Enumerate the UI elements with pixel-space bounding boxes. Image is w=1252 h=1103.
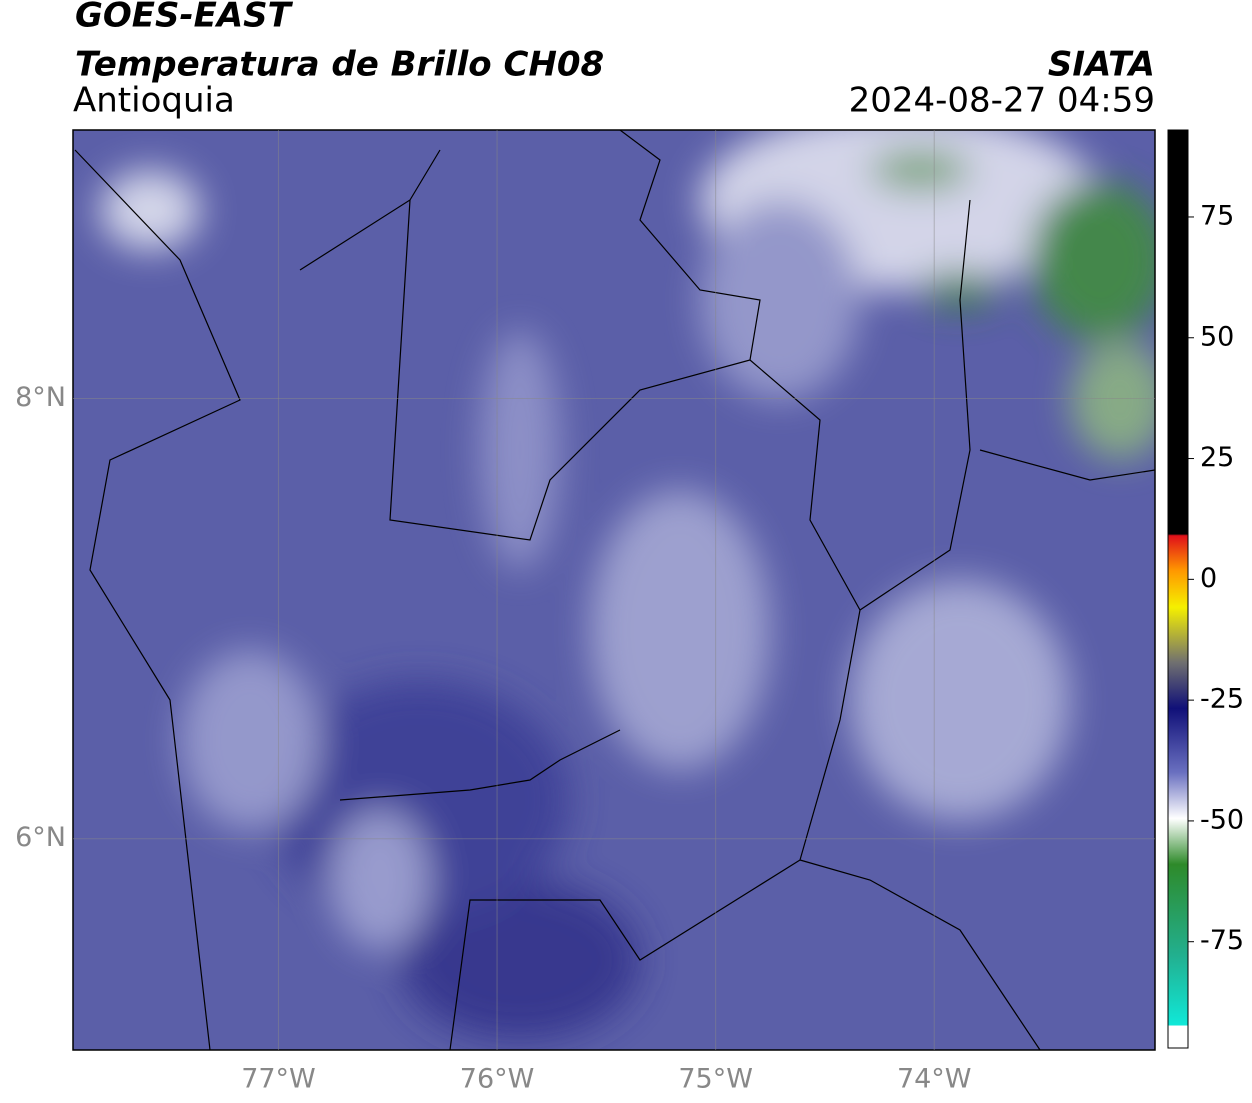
- x-tick-label: 75°W: [678, 1064, 753, 1095]
- colorbar-label: -25: [1200, 684, 1244, 715]
- map-frame: [72, 129, 1156, 1051]
- title: GOES-EAST: [75, 0, 294, 36]
- map-image: [73, 130, 1155, 1050]
- y-tick-label: 6°N: [15, 822, 66, 853]
- timestamp: 2024-08-27 04:59: [849, 81, 1155, 121]
- colorbar-label: 25: [1200, 442, 1234, 473]
- colorbar: [1167, 129, 1189, 1049]
- colorbar-label: 75: [1200, 200, 1234, 231]
- x-tick-label: 77°W: [241, 1064, 316, 1095]
- colorbar-label: 50: [1200, 321, 1234, 352]
- colorbar-label: 0: [1200, 563, 1217, 594]
- colorbar-label: -75: [1200, 925, 1244, 956]
- axes: 77°W 76°W 75°W 74°W 8°N 6°N 75 50 25 0 -25 -50 -75: [15, 130, 1244, 1095]
- colorbar-label: -50: [1200, 804, 1244, 835]
- source: SIATA: [1048, 45, 1155, 85]
- x-tick-label: 74°W: [897, 1064, 972, 1095]
- y-tick-label: 8°N: [15, 382, 66, 413]
- subtitle: Temperatura de Brillo CH08: [75, 45, 604, 85]
- x-tick-label: 76°W: [460, 1064, 535, 1095]
- region: Antioquia: [73, 81, 235, 121]
